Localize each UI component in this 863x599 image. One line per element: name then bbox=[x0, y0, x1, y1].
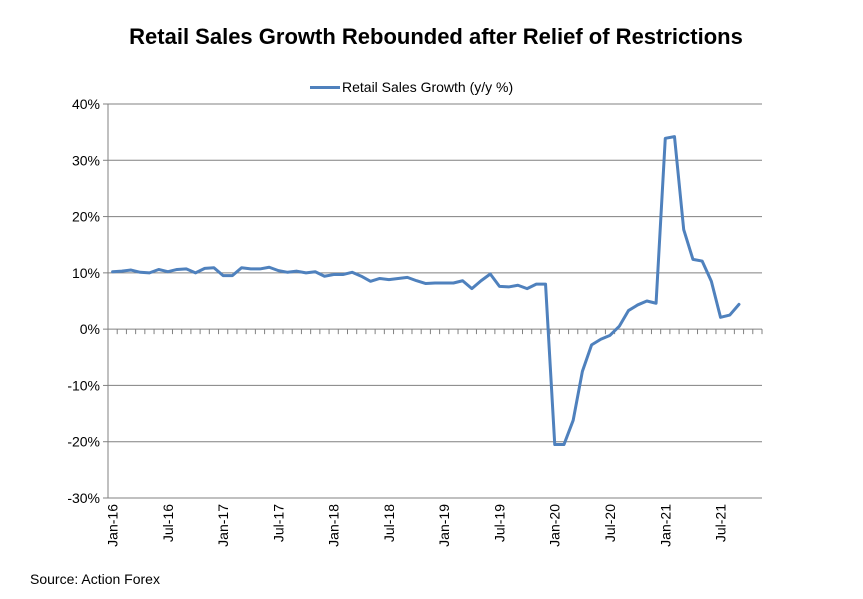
data-point bbox=[618, 325, 621, 328]
x-tick-label: Jan-20 bbox=[547, 504, 563, 547]
data-point bbox=[286, 271, 289, 274]
data-point bbox=[424, 282, 427, 285]
data-point bbox=[691, 258, 694, 261]
data-point bbox=[480, 279, 483, 282]
data-point bbox=[139, 271, 142, 274]
data-point bbox=[351, 271, 354, 274]
data-point bbox=[341, 273, 344, 276]
x-tick-label: Jul-17 bbox=[270, 504, 286, 542]
legend: Retail Sales Growth (y/y %) bbox=[310, 78, 513, 96]
data-point bbox=[185, 267, 188, 270]
data-point bbox=[461, 279, 464, 282]
data-point bbox=[590, 343, 593, 346]
data-point bbox=[378, 277, 381, 280]
data-point bbox=[609, 334, 612, 337]
data-point bbox=[360, 275, 363, 278]
data-point bbox=[323, 275, 326, 278]
data-point bbox=[526, 287, 529, 290]
data-point bbox=[397, 277, 400, 280]
data-point bbox=[655, 302, 658, 305]
data-point bbox=[212, 266, 215, 269]
data-point bbox=[710, 280, 713, 283]
data-point bbox=[369, 280, 372, 283]
data-point bbox=[719, 316, 722, 319]
y-tick-label: 40% bbox=[72, 96, 100, 112]
data-point bbox=[728, 314, 731, 317]
y-tick-label: 10% bbox=[72, 265, 100, 281]
y-tick-label: -20% bbox=[67, 434, 100, 450]
data-point bbox=[305, 271, 308, 274]
data-point bbox=[470, 287, 473, 290]
y-tick-label: -10% bbox=[67, 377, 100, 393]
data-point bbox=[222, 274, 225, 277]
x-tick-label: Jul-18 bbox=[381, 504, 397, 542]
data-point bbox=[295, 270, 298, 273]
x-tick-label: Jan-21 bbox=[657, 504, 673, 547]
x-tick-label: Jul-19 bbox=[491, 504, 507, 542]
data-point bbox=[157, 268, 160, 271]
data-point bbox=[203, 267, 206, 270]
data-point bbox=[645, 300, 648, 303]
x-tick-label: Jul-16 bbox=[160, 504, 176, 542]
x-tick-label: Jul-20 bbox=[602, 504, 618, 542]
data-point bbox=[249, 267, 252, 270]
data-point bbox=[581, 370, 584, 373]
data-point bbox=[701, 260, 704, 263]
x-tick-label: Jan-19 bbox=[436, 504, 452, 547]
data-point bbox=[664, 137, 667, 140]
data-point bbox=[434, 281, 437, 284]
x-tick-label: Jan-16 bbox=[105, 504, 121, 547]
data-point bbox=[673, 135, 676, 138]
data-point bbox=[258, 267, 261, 270]
data-point bbox=[166, 270, 169, 273]
legend-swatch bbox=[310, 85, 340, 89]
y-tick-label: 0% bbox=[80, 321, 100, 337]
source-note: Source: Action Forex bbox=[30, 571, 160, 587]
x-tick-label: Jan-17 bbox=[215, 504, 231, 547]
data-point bbox=[231, 274, 234, 277]
data-point bbox=[599, 338, 602, 341]
data-point bbox=[387, 278, 390, 281]
chart-title: Retail Sales Growth Rebounded after Reli… bbox=[129, 24, 743, 49]
data-point bbox=[489, 272, 492, 275]
data-point bbox=[682, 228, 685, 231]
data-point bbox=[240, 266, 243, 269]
data-point bbox=[443, 281, 446, 284]
data-point bbox=[268, 266, 271, 269]
data-point bbox=[636, 303, 639, 306]
data-point bbox=[516, 284, 519, 287]
data-point bbox=[562, 443, 565, 446]
data-point bbox=[498, 285, 501, 288]
data-point bbox=[406, 276, 409, 279]
series-line-retail-sales-growth bbox=[111, 135, 741, 447]
data-point bbox=[176, 268, 179, 271]
x-tick-label: Jul-21 bbox=[713, 504, 729, 542]
data-point bbox=[572, 419, 575, 422]
data-point bbox=[627, 309, 630, 312]
data-point bbox=[277, 269, 280, 272]
data-point bbox=[130, 269, 133, 272]
data-point bbox=[553, 443, 556, 446]
data-point bbox=[148, 271, 151, 274]
data-point bbox=[415, 279, 418, 282]
data-point bbox=[314, 270, 317, 273]
y-tick-label: 30% bbox=[72, 152, 100, 168]
y-tick-label: 20% bbox=[72, 209, 100, 225]
data-point bbox=[332, 273, 335, 276]
data-point bbox=[737, 303, 740, 306]
y-tick-label: -30% bbox=[67, 490, 100, 506]
legend-label: Retail Sales Growth (y/y %) bbox=[342, 79, 514, 95]
data-point bbox=[544, 283, 547, 286]
data-point bbox=[194, 271, 197, 274]
data-point bbox=[507, 285, 510, 288]
data-point bbox=[120, 270, 123, 273]
data-point bbox=[535, 283, 538, 286]
data-point bbox=[111, 270, 114, 273]
data-point bbox=[452, 281, 455, 284]
x-tick-label: Jan-18 bbox=[326, 504, 342, 547]
